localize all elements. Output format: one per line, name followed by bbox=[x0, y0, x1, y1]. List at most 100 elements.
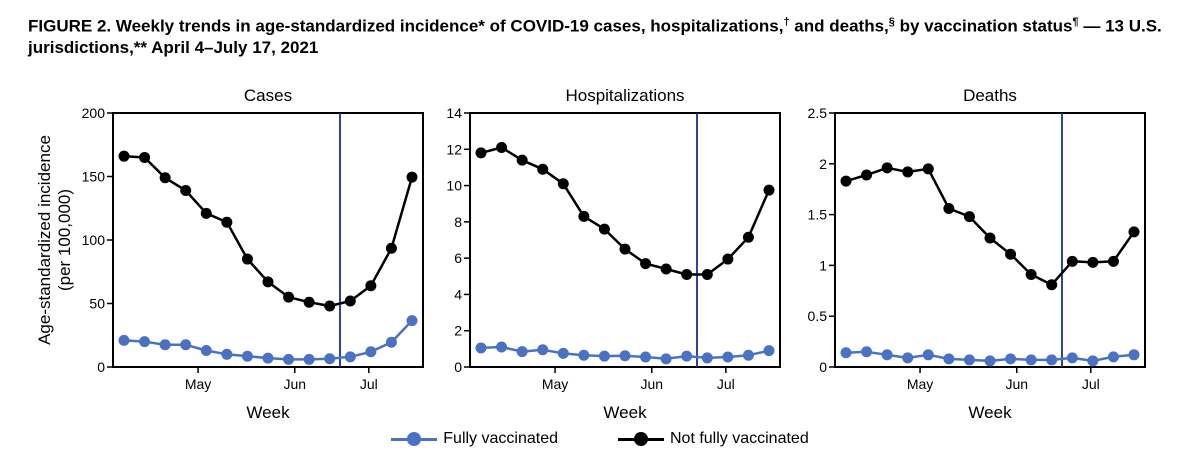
footnote-mark-pilcrow: ¶ bbox=[1072, 16, 1079, 28]
deaths-point-fully bbox=[984, 355, 996, 367]
hospitalizations-point-not-fully bbox=[660, 263, 672, 275]
hospitalizations-point-not-fully bbox=[681, 268, 693, 280]
hospitalizations-y-tick-label: 6 bbox=[454, 250, 462, 266]
deaths-point-not-fully bbox=[984, 232, 996, 244]
legend: Fully vaccinated Not fully vaccinated bbox=[0, 430, 1200, 448]
hospitalizations-panel-title: Hospitalizations bbox=[565, 86, 684, 105]
deaths-point-not-fully bbox=[1046, 279, 1058, 291]
cases-point-not-fully bbox=[118, 150, 130, 162]
cases-point-not-fully bbox=[303, 296, 315, 308]
deaths-point-not-fully bbox=[963, 211, 975, 223]
deaths-point-fully bbox=[861, 346, 873, 358]
cases-point-not-fully bbox=[365, 280, 377, 292]
footnote-mark-dagger: † bbox=[783, 16, 790, 28]
deaths-point-not-fully bbox=[1066, 255, 1078, 267]
deaths-y-tick-label: 2 bbox=[819, 156, 827, 172]
deaths-panel-title: Deaths bbox=[963, 86, 1017, 105]
cases-point-fully bbox=[344, 351, 356, 363]
deaths-point-not-fully bbox=[1087, 256, 1099, 268]
hospitalizations-y-tick-label: 2 bbox=[454, 323, 462, 339]
hospitalizations-point-fully bbox=[681, 350, 693, 362]
hospitalizations-y-tick-label: 0 bbox=[454, 359, 462, 375]
hospitalizations-point-not-fully bbox=[619, 243, 631, 255]
hospitalizations-point-fully bbox=[578, 349, 590, 361]
hospitalizations-y-tick-label: 12 bbox=[446, 141, 462, 157]
y-axis-label-line-2: (per 100,000) bbox=[55, 189, 74, 291]
deaths-y-tick-label: 1 bbox=[819, 257, 827, 273]
deaths-point-fully bbox=[943, 353, 955, 365]
hospitalizations-x-tick-label: Jul bbox=[717, 376, 735, 392]
cases-point-not-fully bbox=[200, 207, 212, 219]
cases-point-not-fully bbox=[406, 171, 418, 183]
cases-x-tick-label: Jul bbox=[360, 376, 378, 392]
cases-y-tick-label: 100 bbox=[82, 232, 106, 248]
deaths-point-not-fully bbox=[840, 175, 852, 187]
legend-item-not-fully-vaccinated: Not fully vaccinated bbox=[617, 430, 809, 448]
deaths-point-not-fully bbox=[1025, 269, 1037, 281]
cases-x-tick-label: May bbox=[185, 376, 211, 392]
figure-title-deaths: and deaths, bbox=[789, 16, 889, 36]
cases-point-fully bbox=[241, 350, 253, 362]
deaths-point-not-fully bbox=[861, 169, 873, 181]
figure-title-tail: — 13 U.S. jurisdictions,** April 4–July … bbox=[28, 16, 1162, 57]
deaths-point-fully bbox=[881, 349, 893, 361]
cases-point-not-fully bbox=[385, 242, 397, 254]
deaths-point-fully bbox=[1005, 353, 1017, 365]
legend-item-fully-vaccinated: Fully vaccinated bbox=[391, 430, 558, 448]
hospitalizations-point-not-fully bbox=[763, 184, 775, 196]
deaths-point-fully bbox=[963, 354, 975, 366]
cases-y-tick-label: 50 bbox=[89, 296, 105, 312]
deaths-point-not-fully bbox=[943, 203, 955, 215]
hospitalizations-y-tick-label: 8 bbox=[454, 214, 462, 230]
cases-point-not-fully bbox=[344, 295, 356, 307]
deaths-point-fully bbox=[1046, 354, 1058, 366]
hospitalizations-point-fully bbox=[701, 352, 713, 364]
cases-y-tick-label: 200 bbox=[82, 105, 106, 121]
cases-point-fully bbox=[180, 339, 192, 351]
hospitalizations-point-fully bbox=[722, 351, 734, 363]
cases-point-fully bbox=[406, 315, 418, 327]
deaths-x-axis-label: Week bbox=[968, 403, 1012, 422]
deaths-point-fully bbox=[840, 347, 852, 359]
hospitalizations-point-not-fully bbox=[742, 231, 754, 243]
cases-x-tick-label: Jun bbox=[283, 376, 306, 392]
cases-y-tick-label: 0 bbox=[97, 359, 105, 375]
deaths-point-fully bbox=[1128, 349, 1140, 361]
deaths-point-not-fully bbox=[922, 163, 934, 175]
deaths-y-tick-label: 1.5 bbox=[808, 207, 828, 223]
hospitalizations-point-not-fully bbox=[722, 253, 734, 265]
cases-point-fully bbox=[385, 336, 397, 348]
hospitalizations-point-fully bbox=[763, 345, 775, 357]
deaths-point-not-fully bbox=[902, 166, 914, 178]
hospitalizations-point-fully bbox=[640, 351, 652, 363]
hospitalizations-point-fully bbox=[496, 341, 508, 353]
cases-point-not-fully bbox=[324, 300, 336, 312]
cases-point-fully bbox=[139, 336, 151, 348]
hospitalizations-point-fully bbox=[516, 346, 528, 358]
deaths-point-not-fully bbox=[1005, 248, 1017, 260]
deaths-plot-frame bbox=[834, 112, 1146, 368]
cases-point-fully bbox=[221, 348, 233, 360]
cases-x-axis-label: Week bbox=[246, 403, 290, 422]
hospitalizations-point-not-fully bbox=[640, 258, 652, 270]
cases-point-fully bbox=[159, 339, 171, 351]
deaths-point-fully bbox=[1025, 354, 1037, 366]
figure-title-main: FIGURE 2. Weekly trends in age-standardi… bbox=[28, 16, 784, 36]
hospitalizations-point-not-fully bbox=[516, 154, 528, 166]
hospitalizations-y-tick-label: 14 bbox=[446, 105, 462, 121]
cases-point-not-fully bbox=[139, 151, 151, 163]
deaths-point-not-fully bbox=[881, 162, 893, 174]
deaths-y-tick-label: 0 bbox=[819, 359, 827, 375]
footnote-mark-section: § bbox=[888, 16, 895, 28]
deaths-y-tick-label: 0.5 bbox=[808, 308, 828, 324]
deaths-point-fully bbox=[1066, 352, 1078, 364]
hospitalizations-point-fully bbox=[619, 350, 631, 362]
hospitalizations-point-not-fully bbox=[537, 163, 549, 175]
cases-point-fully bbox=[365, 346, 377, 358]
hospitalizations-point-not-fully bbox=[496, 141, 508, 153]
hospitalizations-point-fully bbox=[557, 347, 569, 359]
legend-label-not-fully-vaccinated: Not fully vaccinated bbox=[669, 430, 809, 447]
hospitalizations-point-not-fully bbox=[578, 210, 590, 222]
legend-swatch-fully-vaccinated bbox=[391, 431, 438, 447]
deaths-point-not-fully bbox=[1128, 226, 1140, 238]
